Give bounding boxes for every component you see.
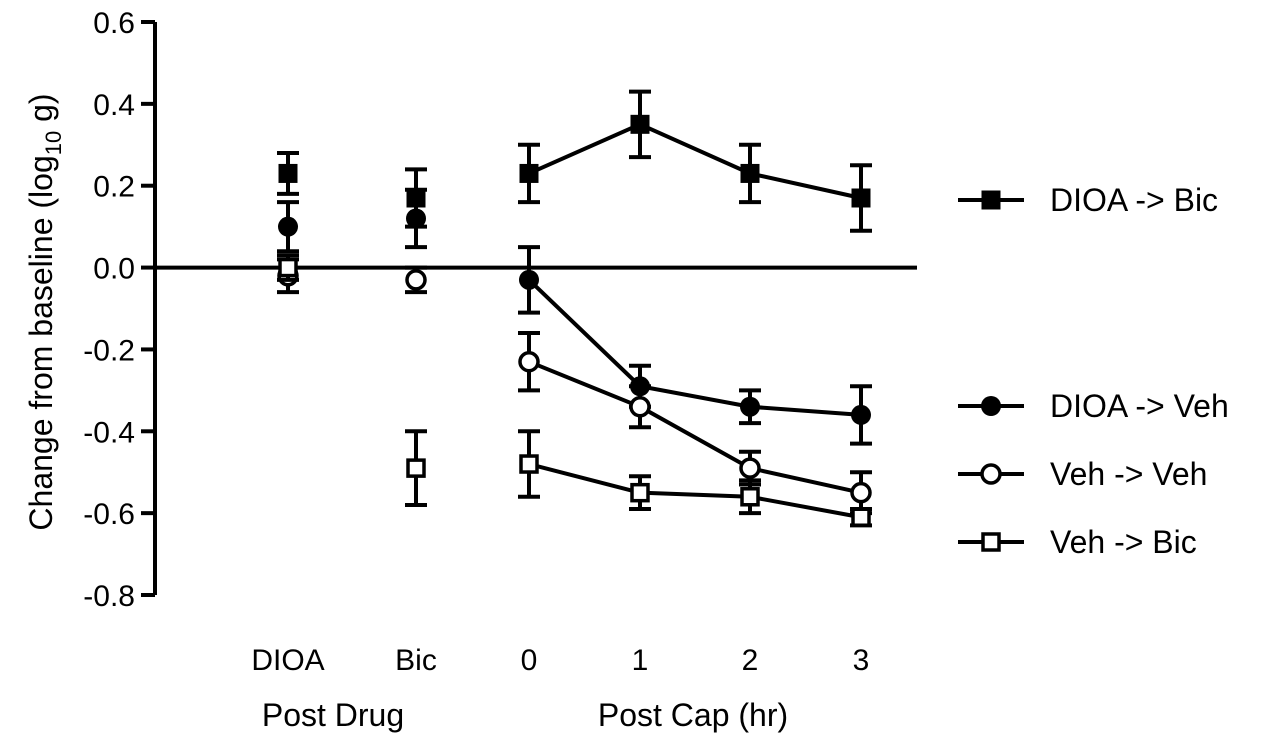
- data-point: [278, 163, 298, 183]
- legend-marker: [981, 190, 1001, 210]
- x-tick-labels: DIOA Bic 0 1 2 3: [251, 644, 869, 677]
- x-tick-label: 0: [521, 644, 538, 677]
- y-tick-label: 0.0: [93, 253, 135, 286]
- y-tick-label: -0.4: [83, 416, 135, 449]
- series-0: [277, 89, 872, 233]
- data-point: [851, 404, 871, 425]
- legend-item: Veh -> Veh: [958, 456, 1207, 492]
- y-axis-label: Change from baseline (log10 g): [23, 93, 66, 530]
- data-point: [629, 395, 651, 418]
- series-line: [527, 278, 862, 417]
- legend-marker: [980, 463, 1002, 485]
- data-point: [740, 163, 760, 183]
- x-tick-label: 1: [632, 644, 649, 677]
- data-point: [740, 396, 760, 417]
- data-point: [851, 507, 871, 527]
- data-point: [630, 114, 650, 134]
- data-point: [851, 188, 871, 208]
- legend-label: DIOA -> Veh: [1050, 388, 1229, 424]
- series-line: [528, 122, 862, 200]
- x-group-label-post-drug: Post Drug: [262, 697, 404, 733]
- data-point: [278, 257, 298, 278]
- legend-item: DIOA -> Veh: [958, 388, 1229, 424]
- data-point: [630, 482, 650, 503]
- y-tick-label: 0.6: [93, 7, 135, 40]
- legend-label: DIOA -> Bic: [1050, 182, 1218, 218]
- series-line: [528, 359, 862, 495]
- legend-marker: [981, 532, 1001, 552]
- data-point: [406, 208, 426, 229]
- y-ticks: 0.6 0.4 0.2 0.0 -0.2 -0.4 -0.6 -0.8: [83, 7, 155, 613]
- data-point: [406, 458, 426, 478]
- y-tick-label: -0.6: [83, 498, 135, 531]
- y-tick-label: 0.4: [93, 89, 135, 122]
- legend-marker: [981, 396, 1001, 416]
- legend-label: Veh -> Veh: [1050, 456, 1207, 492]
- series-line: [528, 462, 862, 520]
- series-1: [277, 187, 872, 446]
- data-point: [405, 269, 427, 291]
- x-tick-label: 3: [853, 644, 870, 677]
- data-point: [519, 269, 539, 290]
- y-axis-label-main: Change from baseline (log: [23, 155, 59, 530]
- data-point: [739, 457, 761, 479]
- legend-item: Veh -> Bic: [958, 524, 1197, 560]
- x-tick-label: 2: [742, 644, 759, 677]
- x-tick-label: DIOA: [251, 644, 324, 677]
- data-point: [850, 481, 872, 504]
- y-tick-label: -0.2: [83, 334, 135, 367]
- legend-item: DIOA -> Bic: [958, 182, 1218, 218]
- y-axis-label-rest: g): [23, 93, 59, 130]
- series-3: [277, 253, 872, 528]
- data-point: [518, 350, 540, 373]
- x-group-label-post-cap: Post Cap (hr): [598, 697, 788, 733]
- legend: DIOA -> Bic DIOA -> Veh Veh -> Veh Veh -> B…: [958, 182, 1229, 560]
- y-tick-label: 0.2: [93, 171, 135, 204]
- data-point: [519, 454, 539, 474]
- y-tick-label: -0.8: [83, 580, 135, 613]
- axes: [153, 22, 917, 595]
- x-tick-label: Bic: [395, 644, 437, 677]
- series-group: [277, 89, 872, 528]
- data-point: [740, 487, 760, 507]
- y-axis-label-sub: 10: [41, 131, 66, 155]
- data-point: [519, 163, 539, 183]
- data-point: [278, 216, 298, 237]
- legend-label: Veh -> Bic: [1050, 524, 1197, 560]
